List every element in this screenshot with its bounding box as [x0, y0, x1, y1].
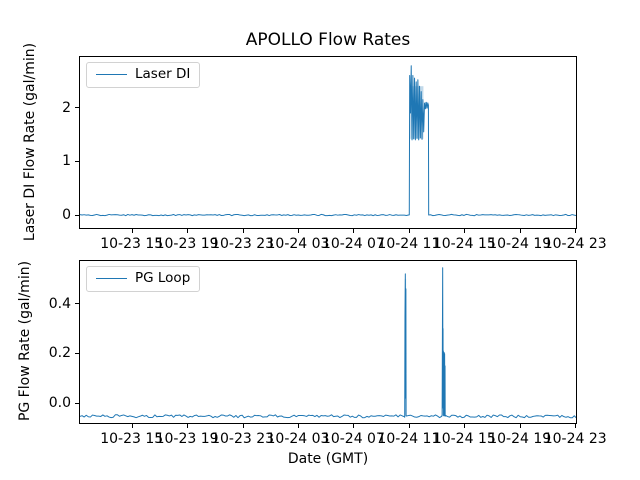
y-axis-label-laser-di: Laser DI Flow Rate (gal/min) — [22, 42, 38, 242]
x-tick-label: 10-24 19 — [488, 431, 552, 447]
x-tick-label: 10-24 07 — [321, 431, 385, 447]
y-tick-mark — [75, 303, 79, 305]
x-tick-label: 10-24 15 — [432, 431, 496, 447]
x-tick-label: 10-24 23 — [543, 236, 607, 252]
x-tick-mark — [298, 424, 299, 428]
x-tick-mark — [408, 424, 410, 428]
axes-pg-loop: PG Loop 10-23 15 10-23 19 10-23 23 10-24 03… — [49, 260, 607, 447]
Laser DI-plot-svg — [80, 65, 576, 217]
x-tick-mark — [353, 229, 355, 233]
x-tick-mark — [298, 229, 299, 233]
x-tick-label: 10-23 19 — [155, 236, 219, 252]
y-tick-mark — [75, 214, 79, 216]
x-tick-label: 10-24 15 — [432, 236, 496, 252]
y-tick-label: 0.4 — [48, 295, 71, 312]
x-tick-mark — [464, 424, 466, 428]
x-tick-mark — [519, 229, 521, 233]
y-tick-label: 1 — [62, 153, 71, 170]
x-tick-mark — [519, 424, 521, 428]
y-tick-label: 0 — [62, 207, 71, 224]
x-tick-label: 10-23 15 — [100, 236, 164, 252]
y-tick-label: 0.2 — [48, 345, 71, 362]
x-tick-label: 10-24 11 — [377, 431, 441, 447]
x-tick-label: 10-23 19 — [155, 431, 219, 447]
laser-di-trace — [80, 65, 576, 217]
x-axis-label: Date (GMT) — [287, 451, 369, 467]
axes-laser-di: Laser DI 10-23 15 10-23 19 10-23 23 10-24 0… — [62, 56, 607, 252]
x-tick-mark — [575, 424, 577, 428]
x-tick-label: 10-24 03 — [266, 431, 330, 447]
x-tick-mark — [187, 229, 189, 233]
y-tick-mark — [75, 352, 79, 354]
x-tick-label: 10-24 07 — [321, 236, 385, 252]
y-tick-mark — [75, 160, 79, 162]
legend-laser-di: Laser DI — [86, 62, 201, 88]
x-tick-mark — [131, 424, 133, 428]
x-tick-label: 10-24 19 — [488, 236, 552, 252]
y-axis-label-pg: PG Flow Rate (gal/min) — [17, 260, 33, 422]
PG Loop-plot-svg — [80, 267, 576, 419]
x-tick-mark — [575, 229, 577, 233]
x-tick-mark — [353, 424, 355, 428]
x-tick-label: 10-23 23 — [211, 236, 275, 252]
x-tick-label: 10-24 03 — [266, 236, 330, 252]
x-tick-label: 10-23 15 — [100, 431, 164, 447]
x-tick-label: 10-23 23 — [211, 431, 275, 447]
legend-line-sample-pg-loop — [96, 278, 127, 280]
x-tick-mark — [187, 424, 189, 428]
pg-loop-trace — [80, 267, 576, 419]
y-tick-mark — [75, 402, 79, 404]
x-tick-label: 10-24 11 — [377, 236, 441, 252]
legend-pg-loop: PG Loop — [86, 266, 201, 292]
y-tick-label: 0.0 — [48, 395, 71, 412]
plot-title: APOLLO Flow Rates — [245, 30, 411, 50]
x-tick-mark — [131, 229, 133, 233]
x-tick-mark — [242, 424, 244, 428]
x-tick-mark — [242, 229, 244, 233]
x-tick-mark — [408, 229, 410, 233]
legend-line-sample-laser-di — [96, 74, 127, 76]
x-tick-label: 10-24 23 — [543, 431, 607, 447]
y-tick-mark — [75, 107, 79, 109]
x-tick-mark — [464, 229, 466, 233]
y-tick-label: 2 — [62, 99, 71, 116]
legend-label-laser-di: Laser DI — [135, 66, 191, 82]
legend-label-pg-loop: PG Loop — [135, 270, 191, 286]
